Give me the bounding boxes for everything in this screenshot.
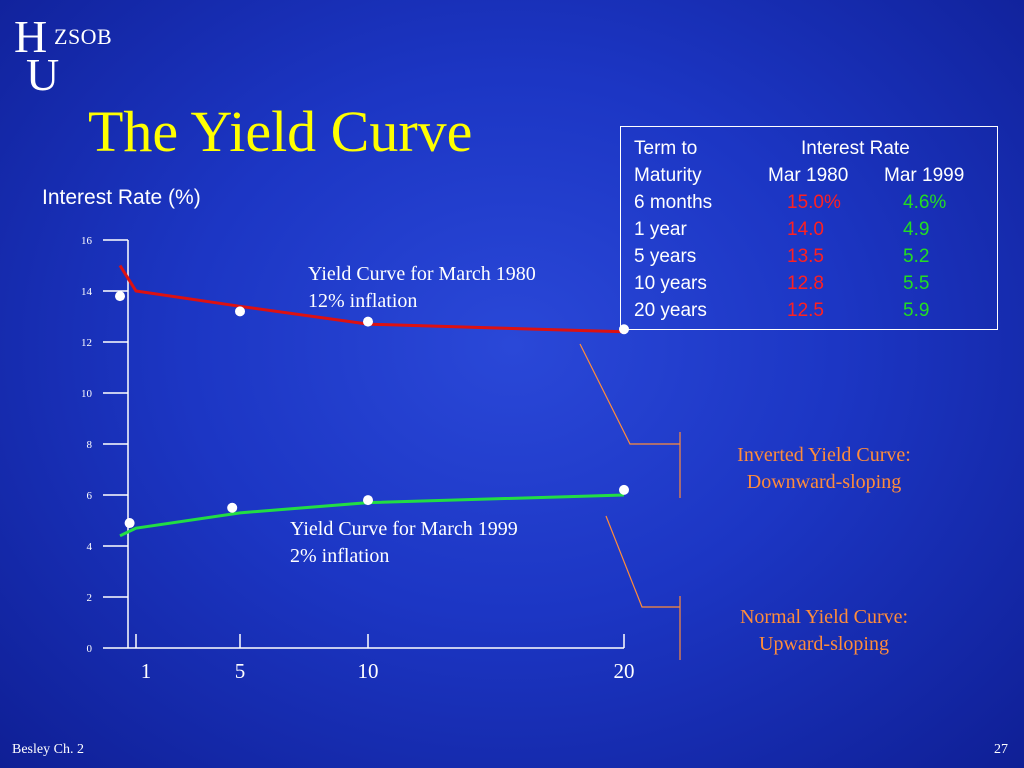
table-row-rate-1980: 12.5 <box>787 300 824 321</box>
inverted-curve-desc: Downward-sloping <box>746 471 902 493</box>
table-row-term: 5 years <box>634 246 697 267</box>
logo-letter-h: H <box>14 11 48 62</box>
footer-source: Besley Ch. 2 <box>12 742 84 757</box>
normal-connector <box>605 515 680 608</box>
logo: H ZSOB U <box>10 11 150 98</box>
y-tick-label: 14 <box>81 286 93 298</box>
logo-text: ZSOB <box>54 24 113 49</box>
table-row-rate-1980: 12.8 <box>787 273 824 294</box>
table-row-term: 6 months <box>634 192 713 213</box>
y-tick-label: 6 <box>87 490 93 502</box>
slide-title: The Yield Curve <box>88 99 473 164</box>
y-tick-label: 10 <box>81 388 93 400</box>
table-row-rate-1999: 4.9 <box>903 219 930 240</box>
table-header-term: Term to <box>634 138 698 159</box>
y-axis-title: Interest Rate (%) <box>42 186 201 209</box>
inverted-curve-label: Inverted Yield Curve: Downward-sloping <box>696 442 952 496</box>
normal-curve-title: Normal Yield Curve: <box>739 606 909 628</box>
series-line <box>119 493 625 538</box>
curve-1980-inflation: 12% inflation <box>308 290 418 312</box>
chart-series <box>115 264 629 538</box>
table-row-rate-1980: 14.0 <box>787 219 824 240</box>
table-header-rate: Interest Rate <box>801 138 910 159</box>
y-tick-label: 0 <box>87 643 93 655</box>
data-point <box>227 502 238 513</box>
annotation-connectors <box>579 343 681 660</box>
table-row-rate-1999: 5.2 <box>903 246 930 267</box>
chart-axes: 0 2 4 6 8 10 12 14 16 1 5 10 20 <box>81 235 635 683</box>
data-point <box>363 316 373 327</box>
inverted-curve-title: Inverted Yield Curve: <box>737 444 911 466</box>
curve-1980-title: Yield Curve for March 1980 <box>308 263 536 285</box>
table-row-term: 10 years <box>634 273 707 294</box>
x-tick-label: 1 <box>141 659 152 683</box>
x-tick-label: 20 <box>614 659 635 683</box>
inverted-connector <box>579 343 680 445</box>
curve-1980-label: Yield Curve for March 1980 12% inflation <box>308 261 536 315</box>
x-tick-label: 10 <box>358 659 379 683</box>
table-row-rate-1980: 13.5 <box>787 246 824 267</box>
data-point <box>619 324 629 335</box>
data-point <box>115 291 125 302</box>
logo-letter-u: U <box>26 49 60 100</box>
y-tick-label: 16 <box>81 235 93 247</box>
table-header-1999: Mar 1999 <box>884 165 965 186</box>
table-row-rate-1999: 4.6% <box>903 192 947 213</box>
table-row-rate-1980: 15.0% <box>787 192 841 213</box>
x-tick-label: 5 <box>235 659 246 683</box>
normal-curve-desc: Upward-sloping <box>759 633 889 655</box>
curve-1999-label: Yield Curve for March 1999 2% inflation <box>290 516 518 570</box>
page-number: 27 <box>994 742 1008 757</box>
table-header-maturity: Maturity <box>634 165 702 186</box>
table-row-rate-1999: 5.9 <box>903 300 930 321</box>
y-tick-label: 12 <box>81 337 92 349</box>
y-tick-label: 8 <box>87 439 93 451</box>
table-row-rate-1999: 5.5 <box>903 273 930 294</box>
table-row-term: 1 year <box>634 219 687 240</box>
data-point <box>235 306 245 317</box>
curve-1999-title: Yield Curve for March 1999 <box>290 518 518 540</box>
interest-rate-table: Term to Interest Rate Maturity Mar 1980 … <box>620 126 998 330</box>
y-tick-label: 2 <box>87 592 93 604</box>
series-line <box>118 264 625 334</box>
table-header-1980: Mar 1980 <box>768 165 849 186</box>
curve-1999-inflation: 2% inflation <box>290 545 390 567</box>
data-point <box>363 495 373 506</box>
table-row-term: 20 years <box>634 300 707 321</box>
data-point <box>124 518 135 529</box>
y-tick-label: 4 <box>87 541 93 553</box>
data-point <box>619 484 629 495</box>
normal-curve-label: Normal Yield Curve: Upward-sloping <box>696 604 952 658</box>
